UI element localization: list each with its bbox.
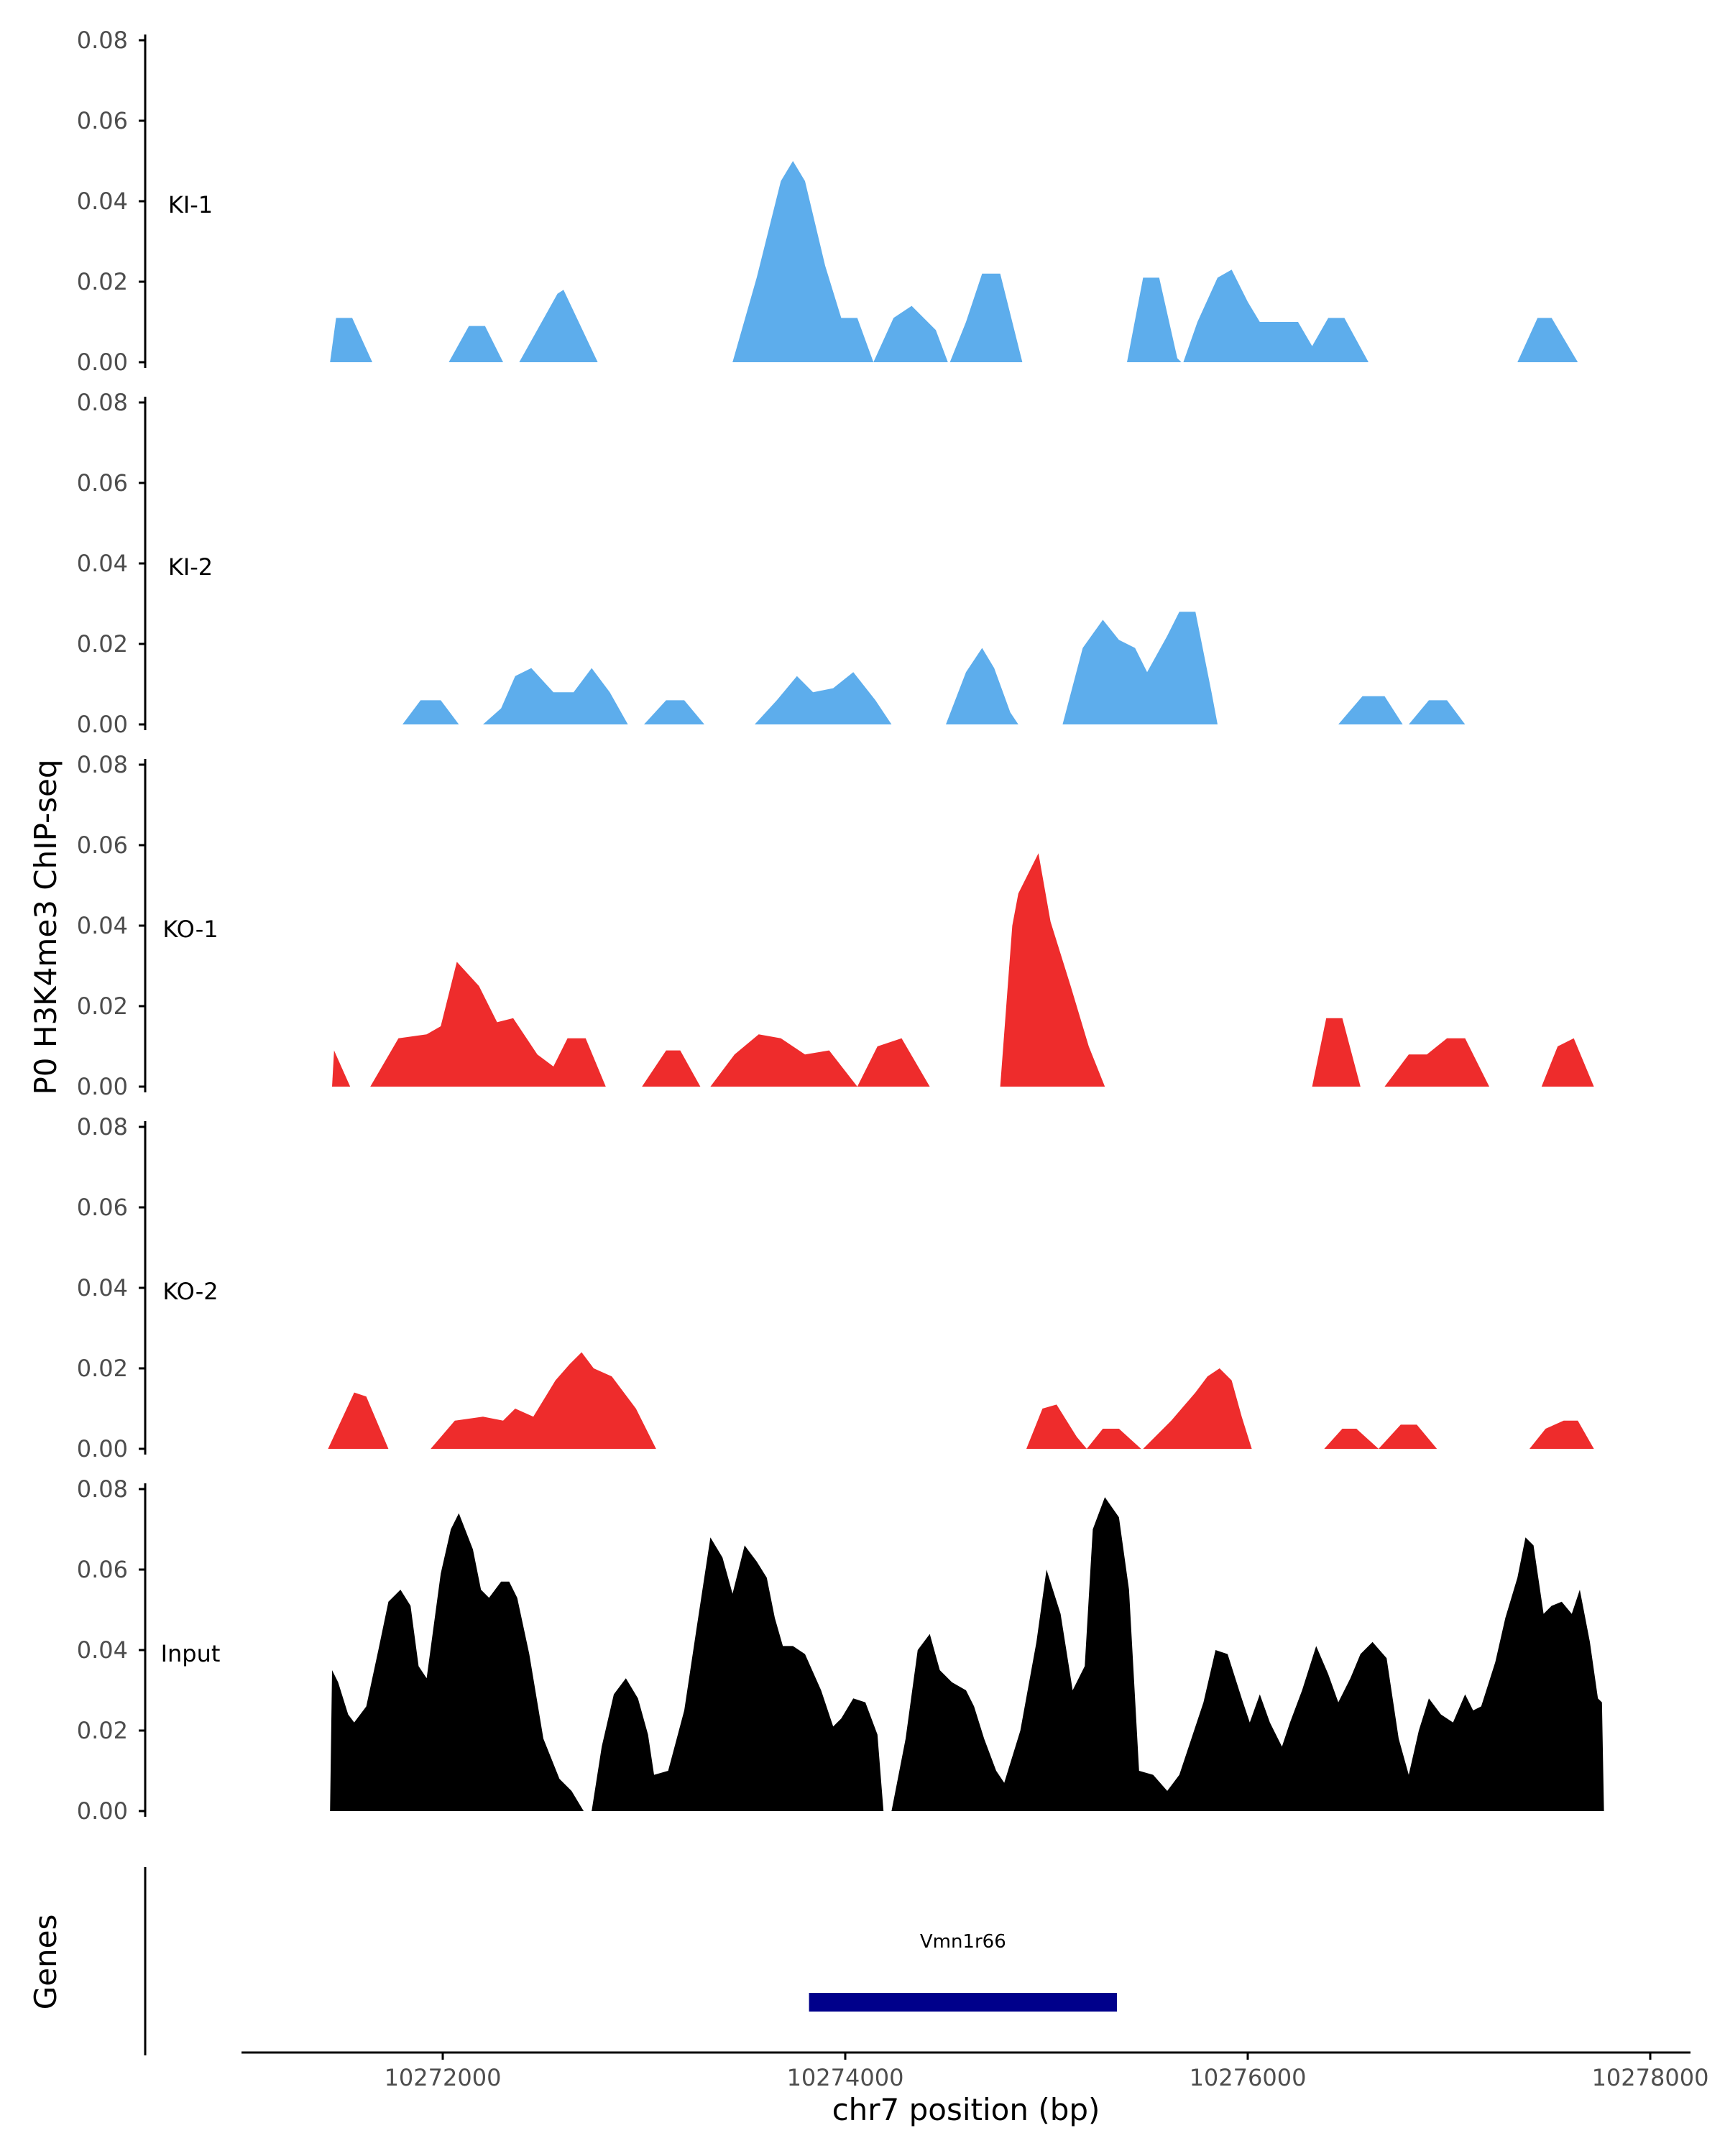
signal-area [873, 305, 948, 362]
signal-area [1409, 700, 1466, 724]
y-tick-label: 0.06 [77, 1194, 128, 1221]
gene-label: Vmn1r66 [920, 1931, 1006, 1953]
signal-area [644, 700, 704, 724]
track-label: Input [161, 1640, 221, 1667]
signal-area [402, 700, 459, 724]
y-tick-label: 0.06 [77, 469, 128, 497]
x-tick-label: 10278000 [1592, 2064, 1709, 2091]
genes-label: Genes [28, 1915, 63, 2010]
y-tick-label: 0.06 [77, 831, 128, 859]
y-tick-label: 0.02 [77, 630, 128, 658]
signal-area [1379, 1424, 1438, 1449]
signal-area [1087, 1429, 1141, 1449]
signal-area [1127, 277, 1182, 362]
signal-area [370, 962, 606, 1087]
track-input: 0.00 0.02 0.04 0.06 0.08 Input [77, 1475, 1604, 1825]
y-tick-label: 0.04 [77, 1274, 128, 1302]
signal-area [642, 1050, 701, 1087]
signal-area [1062, 612, 1218, 724]
genes-panel: Genes Vmn1r66 [28, 1867, 1117, 2055]
signal-area [755, 672, 892, 724]
signal-area [1530, 1420, 1594, 1449]
y-tick-label: 0.00 [77, 1435, 128, 1462]
track-label: KI-1 [168, 191, 213, 218]
signal-area [710, 1034, 857, 1087]
signal-area [1312, 1018, 1361, 1087]
y-tick-label: 0.00 [77, 349, 128, 376]
x-axis: chr7 position (bp) 10272000 10274000 10276… [242, 2051, 1709, 2127]
x-tick-label: 10274000 [787, 2064, 904, 2091]
signal-area [519, 290, 598, 362]
y-axis-title: P0 H3K4me3 ChIP-seq [28, 759, 63, 1095]
track-ko-1: 0.00 0.02 0.04 0.06 0.08 KO-1 [77, 751, 1594, 1100]
signal-area [332, 1050, 351, 1087]
signal-area [1183, 270, 1368, 362]
y-tick-label: 0.04 [77, 188, 128, 215]
track-ko-2: 0.00 0.02 0.04 0.06 0.08 KO-2 [77, 1113, 1594, 1462]
signal-area [732, 161, 874, 362]
signal-area [1143, 1368, 1252, 1449]
y-tick-label: 0.00 [77, 1073, 128, 1100]
chip-seq-tracks: 0.00 0.02 0.04 0.06 0.08 KI-1 0.00 0.02 0.04 0.06… [77, 27, 1604, 1825]
track-label: KO-1 [162, 916, 218, 943]
y-tick-label: 0.02 [77, 1717, 128, 1744]
signal-area [1324, 1429, 1379, 1449]
x-tick-label: 10272000 [385, 2064, 502, 2091]
signal-area [330, 318, 372, 362]
track-ki-1: 0.00 0.02 0.04 0.06 0.08 KI-1 [77, 27, 1578, 376]
y-tick-label: 0.06 [77, 1556, 128, 1583]
y-tick-label: 0.08 [77, 751, 128, 778]
track-label: KO-2 [162, 1278, 218, 1305]
track-label: KI-2 [168, 553, 213, 581]
y-tick-label: 0.04 [77, 912, 128, 939]
signal-area [1338, 696, 1403, 724]
signal-area [483, 668, 628, 724]
signal-area [946, 648, 1018, 724]
y-tick-label: 0.02 [77, 992, 128, 1020]
track-ki-2: 0.00 0.02 0.04 0.06 0.08 KI-2 [77, 389, 1466, 738]
y-tick-label: 0.08 [77, 27, 128, 54]
signal-area [431, 1352, 656, 1449]
gene-bar [809, 1993, 1117, 2012]
x-axis-title: chr7 position (bp) [832, 2092, 1100, 2127]
y-tick-label: 0.04 [77, 1636, 128, 1664]
y-tick-label: 0.04 [77, 550, 128, 577]
y-tick-label: 0.08 [77, 1475, 128, 1503]
y-tick-label: 0.02 [77, 268, 128, 295]
signal-area [328, 1392, 389, 1449]
signal-area [857, 1038, 930, 1087]
signal-area [330, 1497, 1604, 1811]
signal-area [1541, 1038, 1594, 1087]
signal-area [1026, 1404, 1087, 1449]
signal-area [1517, 318, 1578, 362]
y-tick-label: 0.08 [77, 1113, 128, 1141]
signal-area [1384, 1038, 1489, 1087]
y-tick-label: 0.06 [77, 107, 128, 134]
signal-area [949, 273, 1023, 362]
y-tick-label: 0.00 [77, 711, 128, 738]
x-tick-label: 10276000 [1190, 2064, 1307, 2091]
y-tick-label: 0.08 [77, 389, 128, 416]
y-tick-label: 0.02 [77, 1355, 128, 1382]
y-tick-label: 0.00 [77, 1797, 128, 1825]
signal-area [1000, 853, 1105, 1087]
signal-area [448, 326, 503, 362]
